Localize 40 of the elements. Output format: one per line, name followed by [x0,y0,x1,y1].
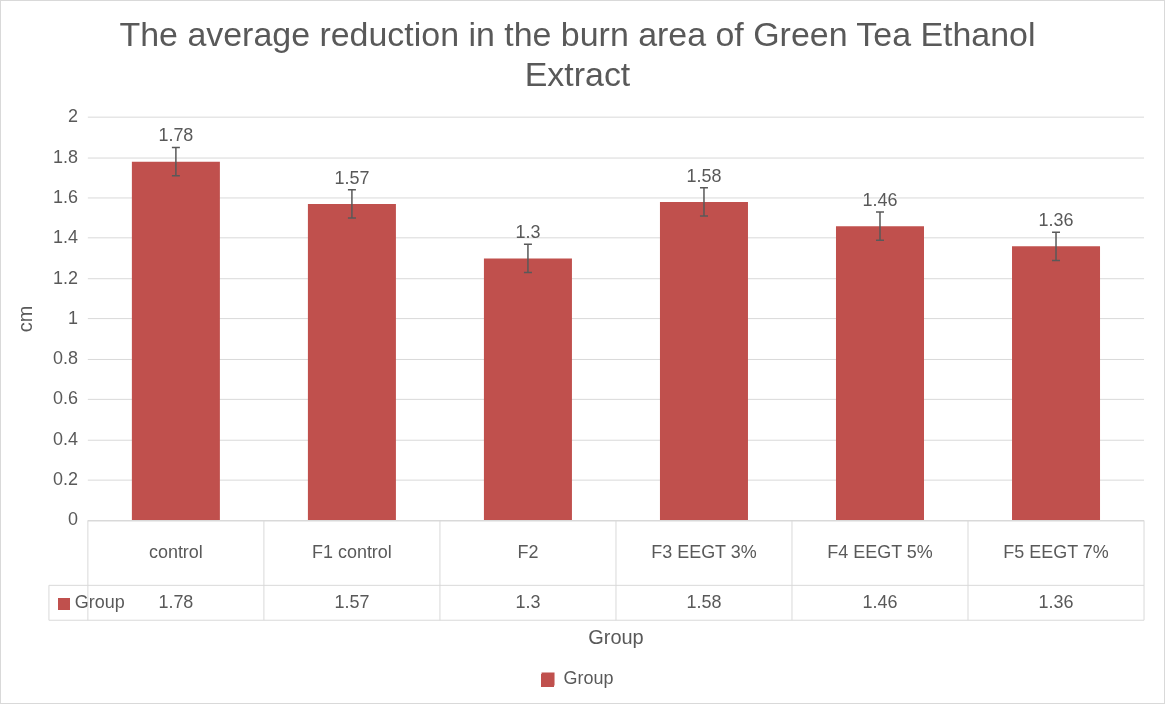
y-tick-label: 1.2 [52,267,78,288]
bar [307,203,396,521]
y-tick-label: 1.6 [52,186,78,207]
bar [659,201,748,521]
x-axis-title: Group [588,625,644,648]
text: 1.57 [334,591,370,612]
x-tick-label: F4 EEGT 5% [827,541,933,562]
data-label: 1.3 [515,222,541,243]
bar [483,258,572,521]
x-tick-label: control [148,541,203,562]
x-tick-label: F3 EEGT 3% [651,541,757,562]
data-label: 1.58 [686,165,722,186]
data-label: 1.36 [1038,210,1074,231]
x-tick-label: F5 EEGT 7% [1003,541,1109,562]
data-label: 1.78 [158,125,194,146]
text: 1.78 [158,591,194,612]
y-tick-label: 1.8 [52,146,78,167]
y-tick-label: 0 [67,509,78,530]
bar [835,226,924,521]
x-tick-label: F1 control [312,541,392,562]
y-axis-title: cm [14,305,37,333]
data-label: 1.46 [862,190,898,211]
y-tick-label: 0.6 [52,388,78,409]
legend-label: Group [74,591,125,612]
data-label: 1.57 [334,167,370,188]
y-tick-label: 0.2 [52,469,78,490]
text: 1.46 [862,591,898,612]
y-tick-label: 2 [67,106,78,127]
y-tick-label: 1 [67,307,78,328]
text: Group [563,668,614,689]
y-tick-label: 0.8 [52,348,78,369]
bar [1012,246,1101,521]
text: 1.58 [686,591,722,612]
y-tick-label: 1.4 [52,227,78,248]
text: 1.3 [515,591,541,612]
y-tick-label: 0.4 [52,428,78,449]
x-tick-label: F2 [517,541,539,562]
bar [131,161,220,521]
text: 1.36 [1038,591,1074,612]
chart-title: The average reduction in the burn area of Green Tea Ethanol Extract [119,14,1036,94]
